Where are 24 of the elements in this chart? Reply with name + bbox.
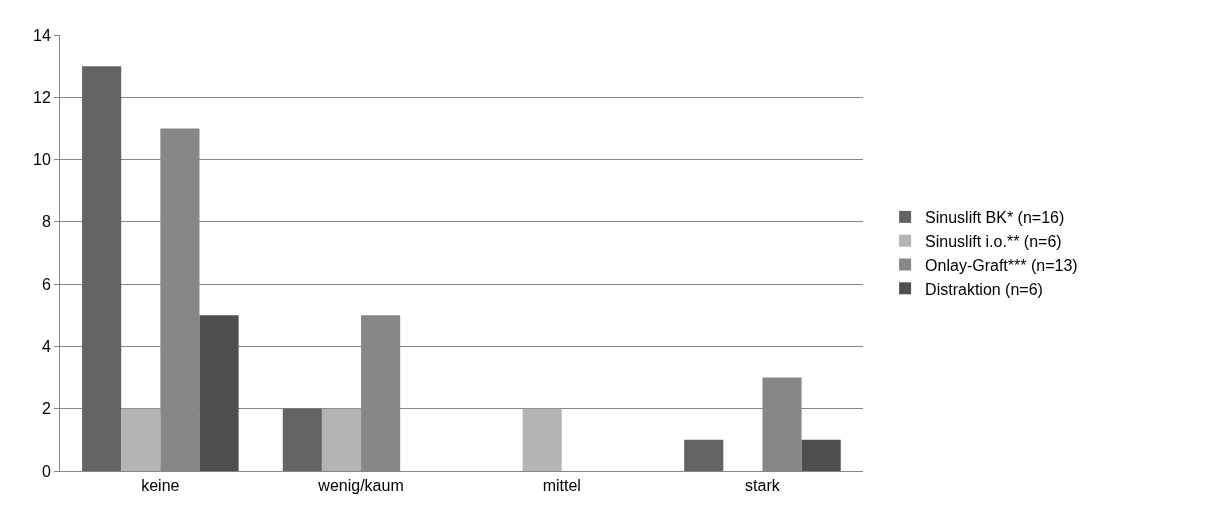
y-tick-label: 10 <box>33 151 51 169</box>
bar <box>199 315 239 471</box>
bar <box>684 439 724 471</box>
y-tick-label: 12 <box>33 88 51 106</box>
y-tick-label: 14 <box>33 26 51 44</box>
bar <box>801 439 841 471</box>
bar <box>82 66 122 471</box>
x-tick-label: stark <box>745 477 781 495</box>
bar <box>321 408 362 471</box>
legend-label: Onlay-Graft*** (n=13) <box>925 256 1078 274</box>
y-tick-label: 2 <box>41 400 51 418</box>
y-tick-label: 0 <box>41 462 51 480</box>
bar <box>522 408 562 471</box>
bar <box>121 408 161 471</box>
x-tick-label: keine <box>141 477 180 495</box>
y-tick-label: 6 <box>41 275 51 293</box>
x-tick-label: mittel <box>542 477 581 495</box>
bar <box>282 408 322 471</box>
legend-label: Sinuslift BK* (n=16) <box>925 209 1065 227</box>
legend-label: Sinuslift i.o.** (n=6) <box>925 232 1062 250</box>
legend-label: Distraktion (n=6) <box>925 280 1043 298</box>
y-tick-label: 4 <box>41 338 51 356</box>
x-tick-label: wenig/kaum <box>317 477 404 495</box>
y-tick-label: 8 <box>41 213 51 231</box>
